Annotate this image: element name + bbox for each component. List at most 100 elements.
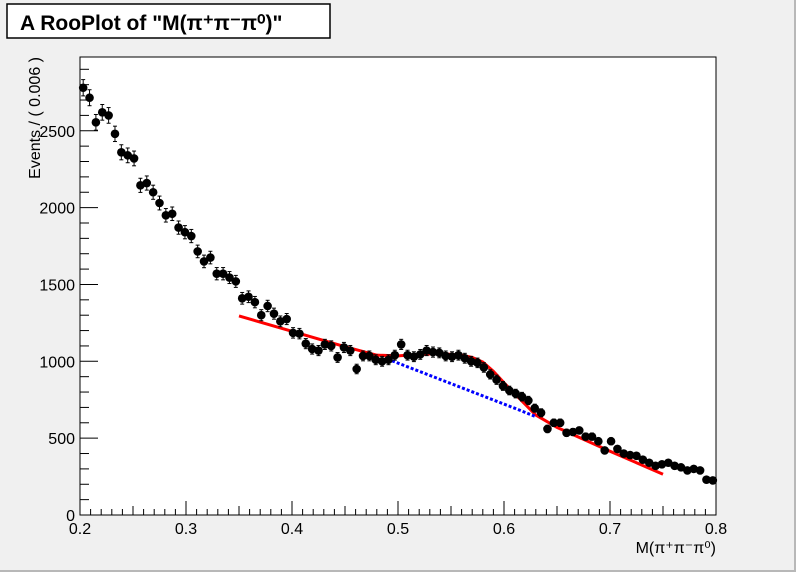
data-point [142,175,152,191]
x-tick-label: 0.5 [387,521,409,538]
data-point [129,150,139,167]
data-marker [574,426,584,435]
data-marker [695,466,705,475]
data-point [562,428,571,438]
data-point [218,267,228,281]
data-point [180,225,190,240]
data-marker [212,269,222,279]
data-marker [625,450,635,460]
y-tick-label: 1000 [39,354,75,371]
data-marker [225,273,234,282]
data-marker [288,328,298,338]
data-point [333,352,342,363]
data-point [174,220,183,235]
data-point [384,354,393,366]
data-marker [85,93,94,103]
data-marker [295,329,304,338]
data-marker [606,436,616,446]
data-point [454,349,463,361]
data-marker [562,428,571,438]
data-point [702,475,711,484]
data-point [231,274,241,288]
data-marker [517,392,527,401]
data-point [581,432,590,441]
data-point [314,344,323,357]
data-point [505,385,514,396]
data-marker [231,277,241,286]
data-marker [123,151,132,160]
data-point [695,466,705,475]
data-point [352,363,361,375]
data-marker [543,424,552,434]
data-point [282,313,292,326]
data-marker [155,198,164,208]
data-point [97,103,107,121]
data-point [104,107,113,124]
data-marker [498,381,508,391]
data-marker [326,341,336,351]
data-marker [91,118,101,127]
data-marker [473,358,482,368]
data-marker [314,346,323,355]
background-fit-curve [386,357,537,419]
data-marker [644,458,654,468]
data-marker [339,343,349,352]
data-point [435,347,444,359]
data-marker [110,129,120,139]
data-point [600,446,609,455]
x-tick-label: 0.8 [705,521,727,538]
data-marker [256,310,266,320]
data-point [664,458,673,468]
x-tick-label: 0.6 [493,521,515,538]
y-axis-label: Events / ( 0.006 ) [27,57,44,179]
data-marker [536,408,546,418]
data-marker [505,386,514,395]
data-marker [479,363,489,372]
chart-title: A RooPlot of "M(π⁺π⁻π⁰)" [20,12,282,35]
data-point [288,327,298,339]
data-marker [206,253,215,262]
y-tick-label: 1500 [39,277,75,294]
data-point [517,391,527,402]
data-point [199,254,209,269]
data-point [574,426,584,435]
data-marker [193,247,202,256]
data-point [498,380,508,391]
data-point [250,295,260,309]
data-point [187,228,196,244]
data-point [295,327,304,340]
y-tick-label: 2500 [39,124,75,141]
data-marker [167,209,177,219]
data-point [543,424,552,434]
data-marker [428,347,438,357]
data-point [708,476,718,485]
data-marker [218,269,228,279]
data-marker [346,346,355,355]
data-point [549,418,559,428]
data-point [644,458,654,468]
data-marker [244,292,253,302]
x-tick-label: 0.3 [175,521,197,538]
data-point [117,144,126,161]
data-point [91,113,101,131]
data-point [123,147,132,164]
data-point [390,349,400,361]
data-marker [97,108,107,117]
data-marker [511,389,520,398]
data-point [78,79,88,97]
data-marker [549,418,559,428]
data-marker [104,111,113,120]
data-marker [365,351,374,361]
data-point [625,450,635,460]
data-marker [174,223,183,232]
data-marker [187,231,196,241]
data-marker [390,350,400,360]
data-point [269,307,279,320]
data-marker [142,178,152,188]
data-point [479,362,489,373]
data-point [441,350,451,362]
data-point [524,395,533,406]
data-point [473,357,482,369]
x-tick-label: 0.7 [599,521,621,538]
